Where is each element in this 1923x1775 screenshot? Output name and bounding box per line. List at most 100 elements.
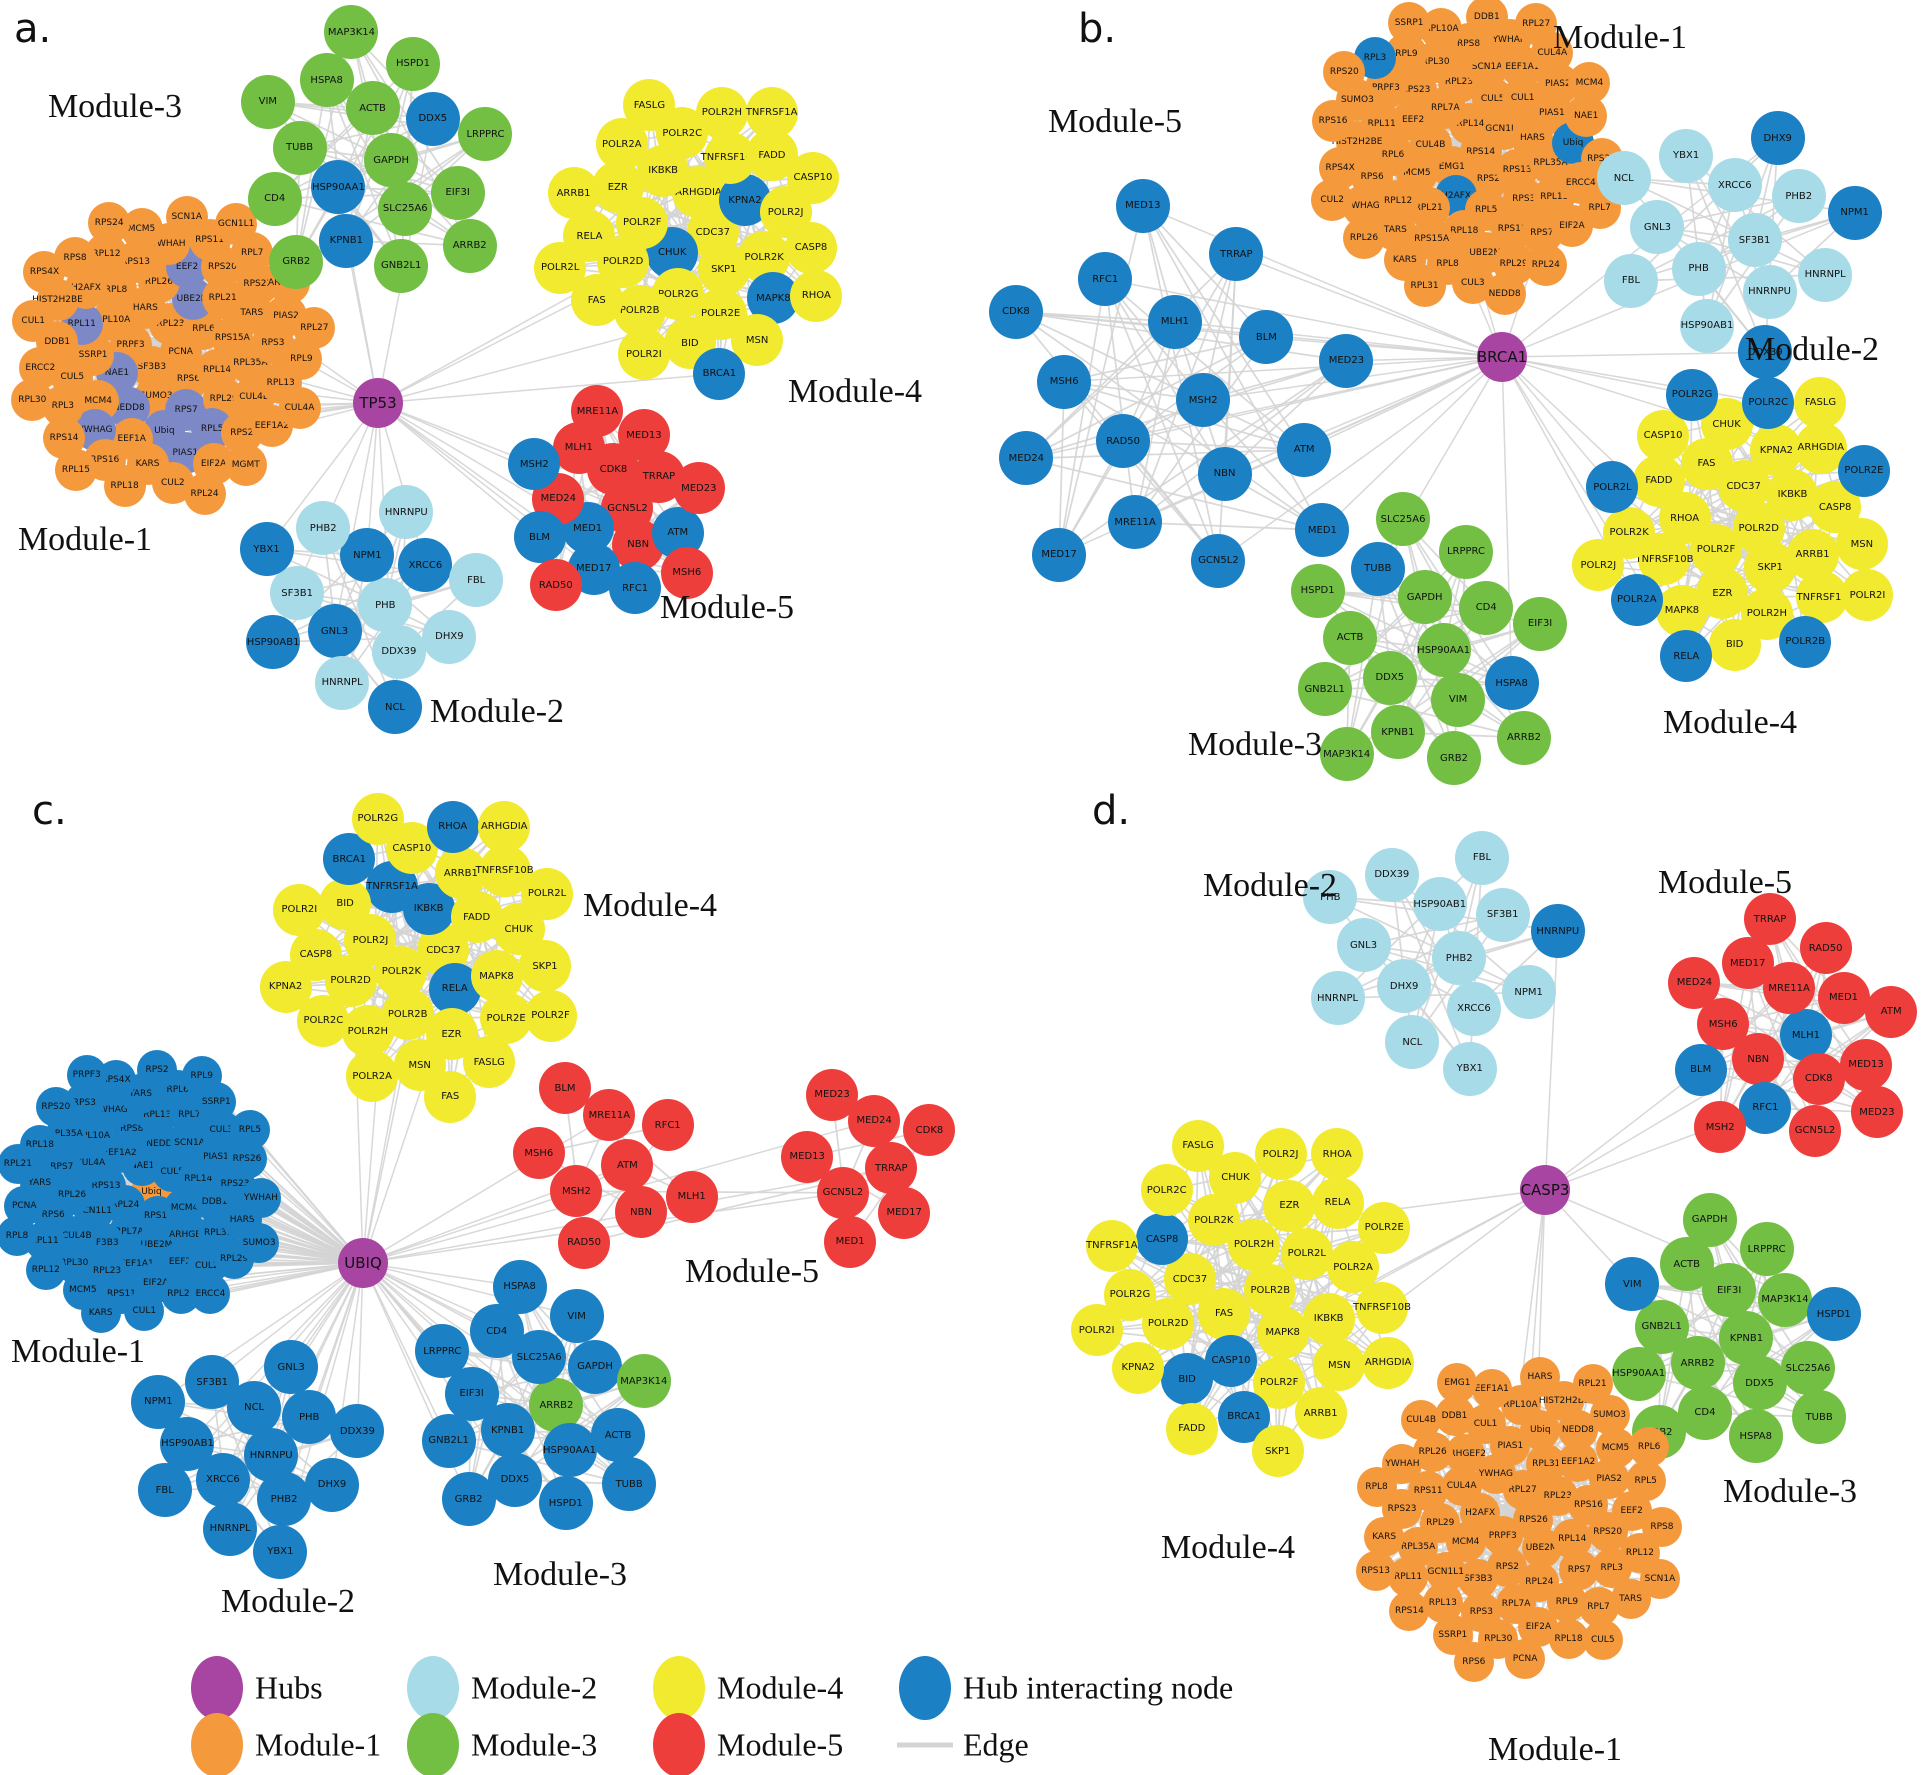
node-HSP90AB1[interactable]: HSP90AB1 [246,615,301,670]
node-POLR2I[interactable]: POLR2I [1070,1304,1123,1357]
node-HNRNPU[interactable]: HNRNPU [1530,904,1585,958]
node-DDX39[interactable]: DDX39 [371,624,426,679]
node-POLR2C[interactable]: POLR2C [1742,376,1795,429]
node-HNRNPL[interactable]: HNRNPL [315,655,370,710]
node-GAPDH[interactable]: GAPDH [364,133,419,187]
node-FBL[interactable]: FBL [1604,253,1658,308]
node-HSP90AA1[interactable]: HSP90AA1 [1416,623,1471,677]
node-RPL5[interactable]: RPL5 [1625,1461,1666,1502]
node-RPS8[interactable]: RPS8 [1641,1507,1682,1548]
node-GNL3[interactable]: GNL3 [264,1340,319,1395]
node-RPL27[interactable]: RPL27 [1515,2,1558,45]
node-MED17[interactable]: MED17 [878,1186,931,1239]
node-LRPPRC[interactable]: LRPPRC [1438,524,1493,579]
node-MSN[interactable]: MSN [1313,1339,1366,1392]
node-HSPD1[interactable]: HSPD1 [1806,1287,1861,1342]
node-FADD[interactable]: FADD [1632,454,1685,507]
node-FASLG[interactable]: FASLG [1172,1119,1225,1172]
node-MED23[interactable]: MED23 [1850,1086,1903,1139]
node-CASP10[interactable]: CASP10 [786,151,839,204]
node-GNL3[interactable]: GNL3 [1336,918,1391,973]
node-KPNA2[interactable]: KPNA2 [1112,1341,1165,1394]
node-PRPF3[interactable]: PRPF3 [66,1055,107,1096]
node-CASP8[interactable]: CASP8 [1136,1213,1189,1266]
node-DDX5[interactable]: DDX5 [487,1452,542,1507]
node-NPM1[interactable]: NPM1 [1501,965,1556,1020]
node-RAD50[interactable]: RAD50 [529,559,582,612]
node-HNRNPL[interactable]: HNRNPL [1310,971,1365,1026]
node-KPNB1[interactable]: KPNB1 [1370,705,1425,760]
node-RAD50[interactable]: RAD50 [558,1216,611,1269]
node-DHX9[interactable]: DHX9 [1750,111,1805,166]
node-XRCC6[interactable]: XRCC6 [1446,981,1501,1036]
node-MED1[interactable]: MED1 [1817,971,1870,1024]
node-BLM[interactable]: BLM [1674,1043,1727,1096]
node-CDK8[interactable]: CDK8 [1792,1052,1845,1105]
node-TNFRSF1A[interactable]: TNFRSF1A [745,86,798,139]
node-NBN[interactable]: NBN [1197,446,1252,501]
node-ACTB[interactable]: ACTB [345,81,400,136]
node-CASP8[interactable]: CASP8 [784,221,837,274]
node-RHOA[interactable]: RHOA [426,800,479,853]
hub-TP53[interactable]: TP53 [353,378,403,428]
node-SKP1[interactable]: SKP1 [1251,1425,1304,1478]
node-HSPD1[interactable]: HSPD1 [1290,563,1345,618]
node-VIM[interactable]: VIM [549,1289,604,1344]
node-POLR2E[interactable]: POLR2E [1358,1201,1411,1254]
node-CD4[interactable]: CD4 [1677,1385,1732,1440]
node-ARRB1[interactable]: ARRB1 [1294,1387,1347,1440]
node-HSPA8[interactable]: HSPA8 [299,53,354,108]
node-GRB2[interactable]: GRB2 [1426,731,1481,786]
node-RPL24[interactable]: RPL24 [1524,244,1567,287]
node-DHX9[interactable]: DHX9 [1377,959,1432,1014]
node-POLR2L[interactable]: POLR2L [1280,1227,1333,1280]
node-NCL[interactable]: NCL [1596,151,1651,206]
node-GRB2[interactable]: GRB2 [441,1472,496,1527]
node-IKBKB[interactable]: IKBKB [1302,1292,1355,1345]
node-POLR2B[interactable]: POLR2B [1779,615,1832,668]
node-GNB2L1[interactable]: GNB2L1 [1297,662,1352,717]
node-RPL9[interactable]: RPL9 [181,1055,222,1096]
node-RPL21[interactable]: RPL21 [0,1143,38,1184]
node-HSP90AB1[interactable]: HSP90AB1 [1412,877,1467,932]
node-SLC25A6[interactable]: SLC25A6 [1781,1341,1836,1396]
node-RPS4X[interactable]: RPS4X [23,250,66,293]
node-NBN[interactable]: NBN [615,1186,668,1238]
node-CDK8[interactable]: CDK8 [988,284,1043,339]
node-MAP3K14[interactable]: MAP3K14 [1757,1272,1812,1327]
node-RELA[interactable]: RELA [1311,1176,1364,1229]
node-HSP90AA1[interactable]: HSP90AA1 [1611,1346,1666,1401]
node-BRCA1[interactable]: BRCA1 [693,347,746,400]
node-ATM[interactable]: ATM [1277,422,1332,477]
node-RPL8[interactable]: RPL8 [1356,1466,1397,1507]
node-RPL31[interactable]: RPL31 [1403,264,1446,307]
hub-CASP3[interactable]: CASP3 [1520,1165,1570,1215]
node-NPM1[interactable]: NPM1 [131,1374,186,1429]
node-PHB[interactable]: PHB [358,578,413,632]
node-POLR2L[interactable]: POLR2L [521,867,574,920]
node-MED13[interactable]: MED13 [1115,178,1170,233]
node-MED23[interactable]: MED23 [672,462,725,515]
node-RFC1[interactable]: RFC1 [641,1099,694,1152]
node-EMG1[interactable]: EMG1 [1437,1362,1478,1403]
node-FBL[interactable]: FBL [449,553,504,608]
node-MSH6[interactable]: MSH6 [1037,354,1092,409]
node-ATM[interactable]: ATM [1865,985,1918,1038]
node-FADD[interactable]: FADD [1165,1402,1218,1455]
node-TNFRSF10B[interactable]: TNFRSF10B [1353,1281,1411,1334]
node-ARHGDIA[interactable]: ARHGDIA [1362,1336,1415,1389]
node-GAPDH[interactable]: GAPDH [567,1339,622,1394]
node-MED23[interactable]: MED23 [806,1068,859,1121]
node-ATM[interactable]: ATM [601,1139,654,1191]
node-RFC1[interactable]: RFC1 [609,562,662,615]
node-HSPA8[interactable]: HSPA8 [1728,1409,1783,1464]
node-RPL26[interactable]: RPL26 [1343,216,1385,259]
node-RPS20[interactable]: RPS20 [1323,50,1366,93]
node-SKP1[interactable]: SKP1 [518,940,571,993]
node-LRPPRC[interactable]: LRPPRC [1739,1222,1794,1277]
node-CUL1[interactable]: CUL1 [12,299,55,342]
node-POLR2L[interactable]: POLR2L [534,241,587,294]
node-EEF1A1[interactable]: EEF1A1 [1471,1368,1512,1409]
node-HNRNPL[interactable]: HNRNPL [203,1501,258,1556]
node-FBL[interactable]: FBL [1454,830,1509,885]
